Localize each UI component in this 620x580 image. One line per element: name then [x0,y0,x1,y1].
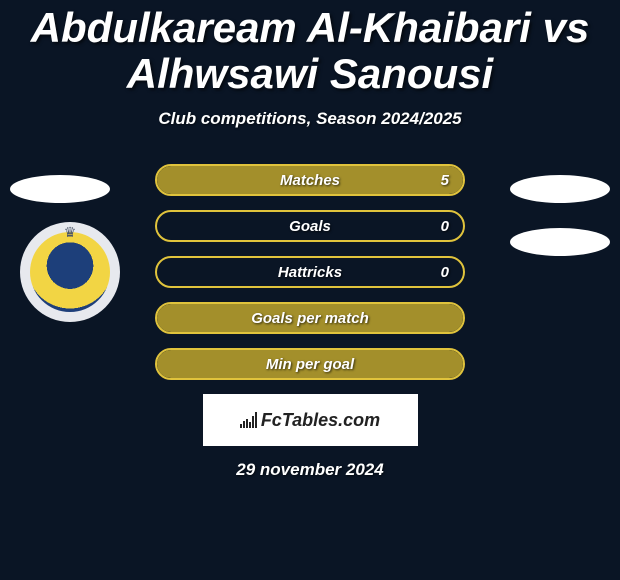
subtitle: Club competitions, Season 2024/2025 [0,109,620,129]
fctables-logo: FcTables.com [203,394,418,446]
stats-container: Matches5Goals0Hattricks0Goals per matchM… [155,164,465,380]
stat-label: Hattricks [157,258,463,286]
stat-label: Goals [157,212,463,240]
crown-icon: ♛ [64,224,77,241]
stat-row: Min per goal [155,348,465,380]
stat-value: 0 [441,212,449,240]
logo-text: FcTables.com [261,410,380,431]
stat-value: 5 [441,166,449,194]
club-crest-left: ♛ [20,222,120,322]
stat-row: Hattricks0 [155,256,465,288]
player-left-slot-1 [10,175,110,203]
stat-label: Matches [157,166,463,194]
stat-label: Min per goal [157,350,463,378]
stat-label: Goals per match [157,304,463,332]
player-right-slot-1 [510,175,610,203]
stat-row: Matches5 [155,164,465,196]
stat-row: Goals per match [155,302,465,334]
player-right-slot-2 [510,228,610,256]
date-text: 29 november 2024 [0,460,620,480]
chart-bars-icon [240,412,257,428]
page-title: Abdulkaream Al-Khaibari vs Alhwsawi Sano… [0,0,620,97]
stat-value: 0 [441,258,449,286]
stat-row: Goals0 [155,210,465,242]
